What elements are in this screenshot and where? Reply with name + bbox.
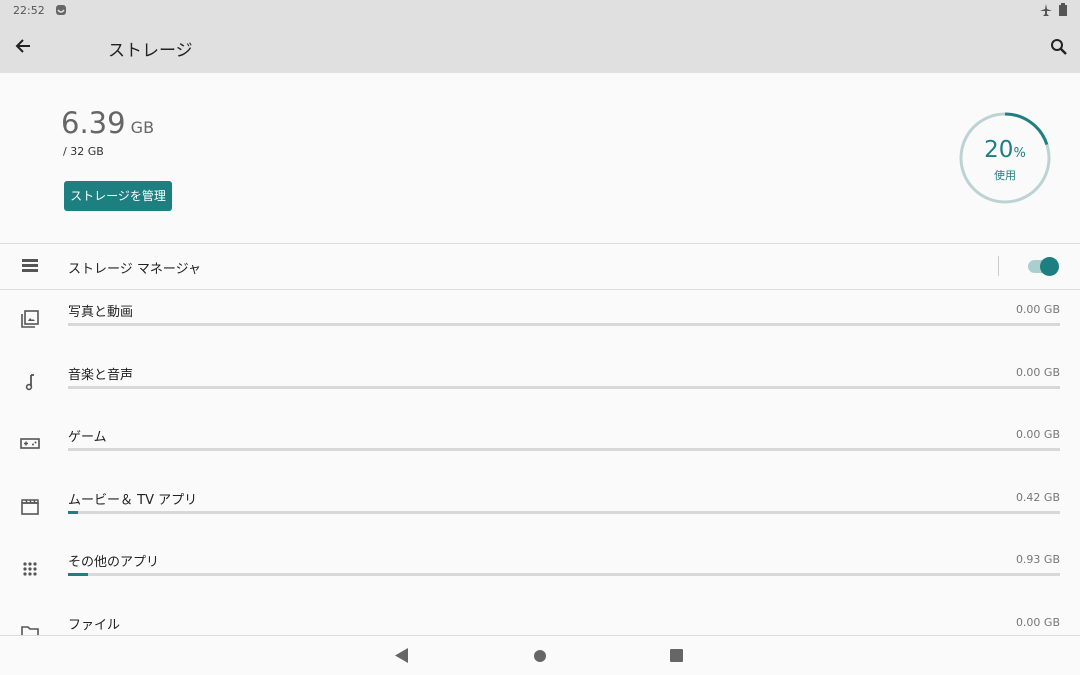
manage-storage-button[interactable]: ストレージを管理 (64, 181, 172, 211)
navigation-bar (0, 635, 1080, 675)
category-size: 0.00 GB (1015, 428, 1060, 441)
used-value: 6.39 (61, 106, 126, 140)
storage-category-item[interactable]: ムービー＆ TV アプリ 0.42 GB (0, 489, 1080, 551)
divider (0, 243, 1080, 244)
battery-icon (1059, 3, 1067, 16)
category-label: ムービー＆ TV アプリ (68, 492, 198, 508)
search-icon[interactable] (1050, 38, 1068, 56)
category-label: ファイル (68, 617, 121, 633)
usage-ring-arc (959, 112, 1051, 204)
storage-category-item[interactable]: その他のアプリ 0.93 GB (0, 551, 1080, 613)
nav-recents-icon[interactable] (670, 649, 683, 662)
category-usage-bar (68, 385, 1060, 389)
storage-icon (22, 259, 38, 272)
storage-manager-row[interactable]: ストレージ マネージャ (0, 244, 1080, 289)
category-label: その他のアプリ (68, 555, 160, 570)
category-usage-fill (68, 573, 88, 576)
apps-icon (23, 562, 37, 576)
music-note-icon (25, 373, 34, 390)
nav-back-icon[interactable] (395, 648, 409, 663)
storage-manager-label: ストレージ マネージャ (68, 262, 201, 277)
toolbar: ストレージ (0, 20, 1080, 73)
category-size: 0.00 GB (1015, 365, 1060, 379)
category-size: 0.00 GB (1015, 615, 1060, 629)
airplane-mode-icon (1040, 4, 1052, 16)
nav-home-icon[interactable] (533, 649, 547, 663)
divider (998, 256, 999, 276)
percent-value: 20 (984, 137, 1014, 163)
photo-library-icon (21, 310, 39, 328)
gamepad-icon (20, 438, 40, 449)
used-storage: 6.39 GB (61, 106, 154, 140)
status-bar: 22:52 (0, 0, 1080, 20)
arrow-back-icon[interactable] (14, 37, 32, 55)
notification-icon (56, 5, 66, 15)
storage-category-item[interactable]: 写真と動画 0.00 GB (0, 301, 1080, 363)
category-size: 0.42 GB (1015, 490, 1060, 504)
category-usage-bar (68, 510, 1060, 514)
usage-ring (959, 112, 1051, 204)
storage-category-item[interactable]: 音楽と音声 0.00 GB (0, 364, 1080, 426)
category-usage-bar (68, 573, 1060, 576)
storage-category-item[interactable]: ゲーム 0.00 GB (0, 426, 1080, 488)
total-storage: / 32 GB (63, 145, 104, 158)
category-usage-bar (68, 323, 1060, 326)
usage-label: 使用 (994, 169, 1016, 182)
page-title: ストレージ (108, 41, 193, 61)
movie-icon (21, 498, 39, 515)
category-usage-bar (68, 448, 1060, 451)
category-label: ゲーム (68, 430, 107, 445)
category-size: 0.00 GB (1015, 303, 1060, 316)
used-unit: GB (130, 118, 155, 137)
usage-percent: 20% (958, 137, 1052, 163)
category-label: 音楽と音声 (68, 367, 134, 383)
category-size: 0.93 GB (1015, 553, 1060, 566)
divider (0, 289, 1080, 290)
status-time: 22:52 (13, 4, 45, 17)
percent-sign: % (1013, 146, 1026, 161)
storage-manager-toggle[interactable] (1028, 257, 1059, 276)
category-usage-fill (68, 510, 78, 514)
category-label: 写真と動画 (68, 305, 134, 320)
